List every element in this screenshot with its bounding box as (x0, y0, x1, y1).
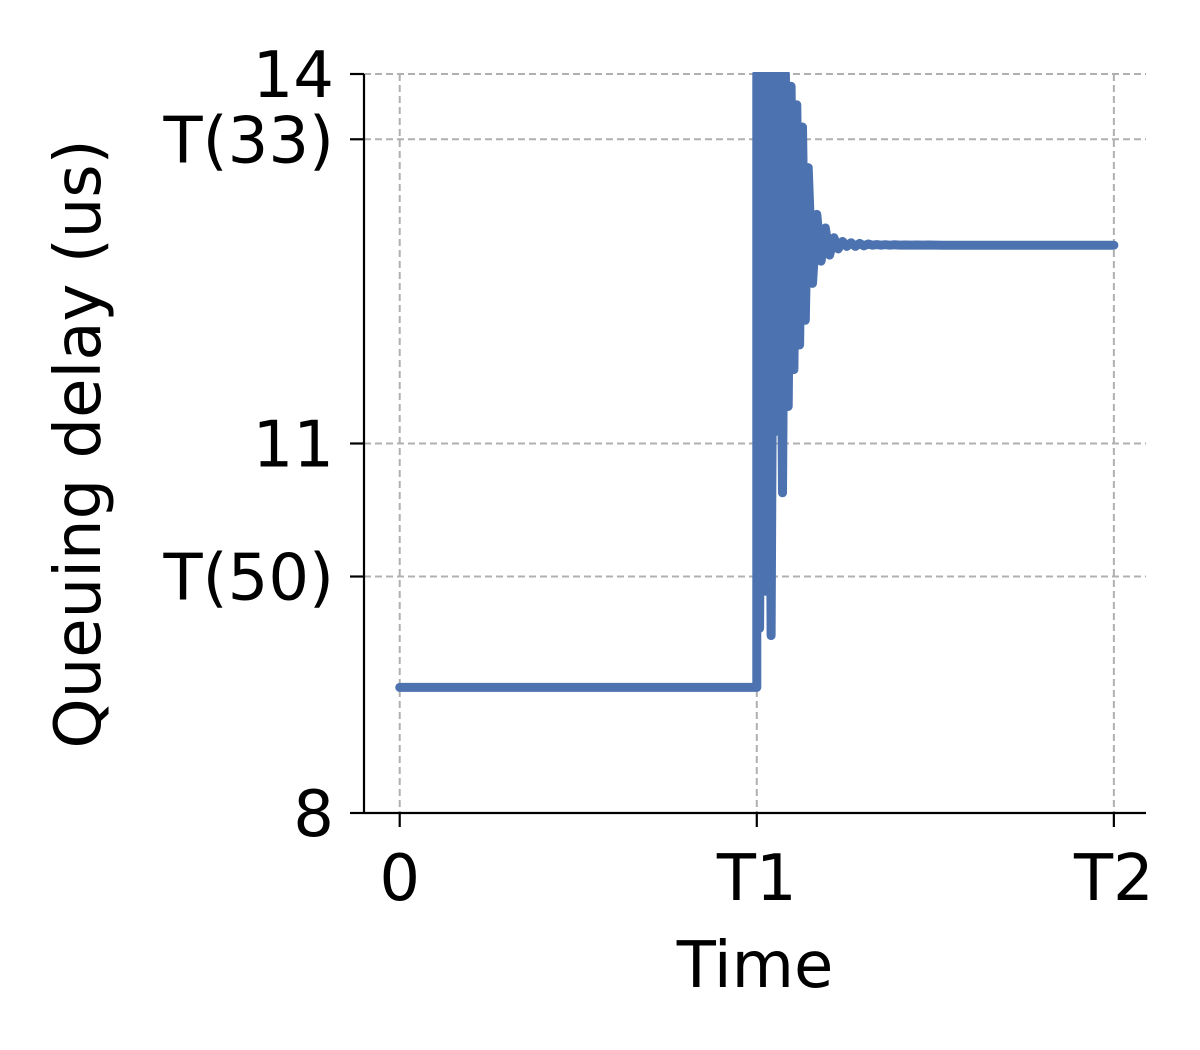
x-tick-label: 0 (379, 842, 420, 916)
x-axis-label: Time (676, 929, 834, 1003)
y-tick-label: T(50) (163, 542, 334, 616)
series-line (395, 72, 1119, 692)
x-tick-label: T2 (1073, 842, 1154, 916)
y-tick-label: 14 (253, 39, 334, 113)
series-layer (395, 72, 1119, 692)
x-tick-label: T1 (716, 842, 797, 916)
y-tick-label: 11 (253, 409, 334, 483)
y-tick-label: 8 (293, 778, 334, 852)
tick-marks: 8 T(50) 11 T(33)14 0 T1 T2 (163, 39, 1154, 916)
y-tick-label: T(33) (163, 104, 334, 178)
y-axis-label: Queuing delay (us) (42, 139, 116, 748)
